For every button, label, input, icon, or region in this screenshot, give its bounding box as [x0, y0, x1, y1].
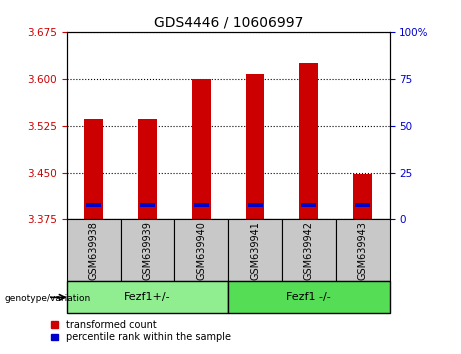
Bar: [246, 74, 265, 219]
Bar: [301, 202, 316, 207]
Bar: [282, 219, 336, 281]
Bar: [138, 119, 157, 219]
Text: Fezf1+/-: Fezf1+/-: [124, 292, 171, 302]
Title: GDS4446 / 10606997: GDS4446 / 10606997: [154, 15, 303, 29]
Text: GSM639940: GSM639940: [196, 221, 207, 280]
Text: GSM639941: GSM639941: [250, 221, 260, 280]
Text: GSM639943: GSM639943: [358, 221, 368, 280]
Bar: [67, 219, 121, 281]
Text: GSM639938: GSM639938: [89, 221, 99, 280]
Text: genotype/variation: genotype/variation: [5, 293, 91, 303]
Bar: [228, 219, 282, 281]
Bar: [86, 202, 101, 207]
Bar: [84, 119, 103, 219]
Bar: [336, 219, 390, 281]
Bar: [355, 202, 370, 207]
Bar: [228, 281, 390, 313]
Bar: [140, 202, 155, 207]
Bar: [192, 79, 211, 219]
Bar: [248, 202, 263, 207]
Legend: transformed count, percentile rank within the sample: transformed count, percentile rank withi…: [51, 320, 230, 342]
Text: GSM639942: GSM639942: [304, 221, 314, 280]
Bar: [121, 219, 174, 281]
Bar: [353, 174, 372, 219]
Bar: [67, 281, 228, 313]
Bar: [194, 202, 209, 207]
Text: GSM639939: GSM639939: [142, 221, 153, 280]
Bar: [174, 219, 228, 281]
Bar: [300, 63, 318, 219]
Text: Fezf1 -/-: Fezf1 -/-: [286, 292, 331, 302]
